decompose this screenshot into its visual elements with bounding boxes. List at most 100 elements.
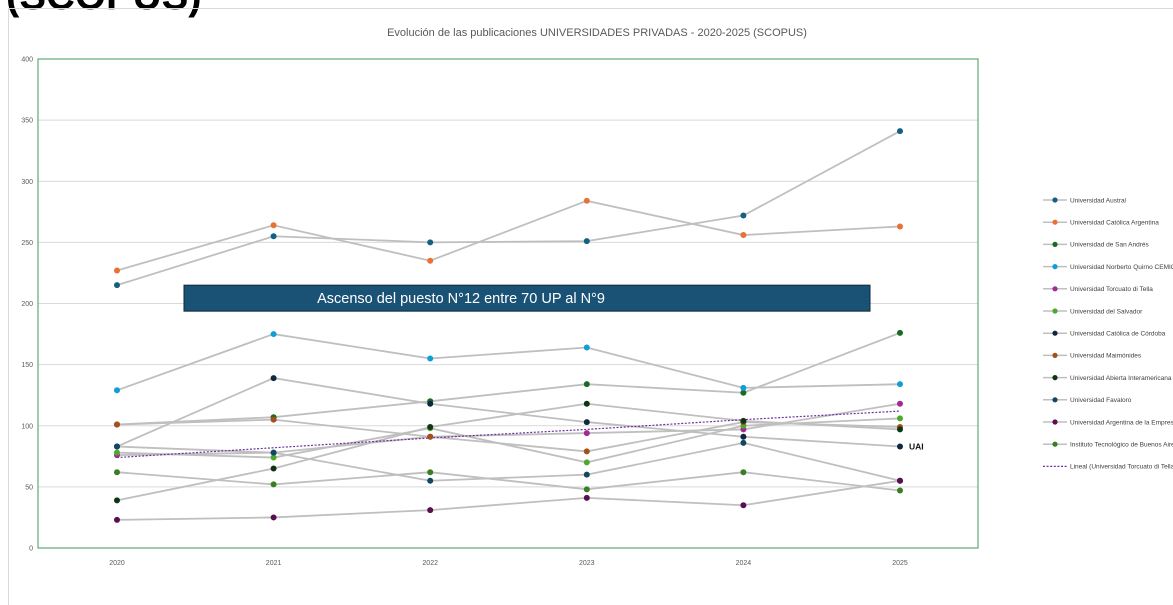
legend-label: Universidad Católica de Córdoba <box>1070 331 1166 338</box>
y-tick-label: 150 <box>21 362 33 369</box>
data-point <box>114 469 120 476</box>
data-point <box>740 389 747 396</box>
plot-area: 0 50 100 150 200 250 300 350 400 2020 2021 2022 2023… <box>21 57 979 567</box>
data-point <box>270 222 277 229</box>
data-point <box>583 419 590 426</box>
legend-label: Universidad del Salvador <box>1070 308 1143 315</box>
uai-annotation: UAI <box>909 442 924 452</box>
data-point <box>583 381 590 388</box>
data-point <box>427 507 434 514</box>
legend-label: Universidad Abierta Interamericana <box>1070 375 1172 382</box>
data-point <box>740 469 747 476</box>
data-point <box>114 443 120 450</box>
legend-marker <box>1052 352 1058 358</box>
x-tick-label: 2021 <box>266 560 282 567</box>
data-point <box>114 387 120 394</box>
data-point <box>114 449 120 456</box>
page-header-cut-text: (SCOPUS) <box>0 0 360 20</box>
data-point <box>897 400 903 407</box>
data-point <box>270 514 277 521</box>
data-point <box>897 443 903 450</box>
series-line <box>116 402 901 502</box>
data-point <box>114 267 120 274</box>
chart-title: Evolución de las publicaciones UNIVERSID… <box>387 27 807 39</box>
series-line <box>116 441 901 482</box>
data-point <box>583 459 590 466</box>
data-point <box>897 477 903 484</box>
data-point <box>583 448 590 455</box>
legend-marker <box>1052 375 1058 381</box>
legend-marker <box>1052 330 1058 336</box>
data-point <box>270 454 277 461</box>
data-point <box>114 516 120 523</box>
y-tick-label: 0 <box>29 546 33 553</box>
trendline <box>116 410 901 459</box>
data-point <box>740 417 747 424</box>
data-point <box>270 416 277 423</box>
data-point <box>427 433 434 440</box>
data-point <box>897 128 903 135</box>
legend-marker <box>1052 397 1058 403</box>
legend-marker <box>1052 441 1058 447</box>
x-tick-label: 2025 <box>892 560 908 567</box>
y-tick-label: 100 <box>21 423 33 430</box>
series-line <box>116 377 901 448</box>
data-point <box>270 375 277 382</box>
series-line <box>116 402 901 456</box>
data-point <box>114 497 120 504</box>
legend-marker <box>1052 197 1058 203</box>
data-point <box>740 212 747 219</box>
x-tick-label: 2020 <box>109 560 125 567</box>
data-point <box>897 415 903 422</box>
data-point <box>897 329 903 336</box>
data-point <box>114 421 120 428</box>
legend-label: Universidad Norberto Quirno CEMIC <box>1070 264 1173 271</box>
data-point <box>897 487 903 494</box>
legend-label: Universidad Torcuato di Tella <box>1070 286 1153 293</box>
data-point <box>897 426 903 433</box>
legend-label: Universidad Favaloro <box>1070 397 1132 404</box>
data-point <box>583 400 590 407</box>
y-tick-label: 50 <box>25 484 33 491</box>
y-tick-label: 300 <box>21 179 33 186</box>
data-point <box>427 423 434 430</box>
data-point <box>583 344 590 351</box>
x-tick-label: 2023 <box>579 560 595 567</box>
data-point <box>270 449 277 456</box>
data-point <box>740 384 747 391</box>
data-point <box>427 239 434 246</box>
data-point <box>740 502 747 509</box>
legend-label: Universidad de San Andrés <box>1070 242 1150 249</box>
data-point <box>583 494 590 501</box>
data-point <box>427 477 434 484</box>
y-tick-label: 200 <box>21 301 33 308</box>
series-line <box>116 479 901 521</box>
y-tick-label: 250 <box>21 240 33 247</box>
legend-label: Universidad Austral <box>1070 197 1127 204</box>
data-point <box>427 400 434 407</box>
data-point <box>583 471 590 478</box>
legend-marker <box>1052 286 1058 292</box>
chart-frame <box>8 8 1173 605</box>
rank-banner <box>183 284 871 312</box>
legend-marker <box>1052 241 1058 247</box>
legend-label: Universidad Maimónides <box>1070 353 1142 360</box>
page-header-text: (SCOPUS) <box>6 0 202 19</box>
data-point <box>270 233 277 240</box>
data-point <box>427 469 434 476</box>
x-tick-label: 2024 <box>736 560 752 567</box>
legend-label: Universidad Católica Argentina <box>1070 220 1159 227</box>
series-line <box>116 471 901 492</box>
data-point <box>740 439 747 446</box>
series-line <box>116 417 901 464</box>
series-line <box>116 130 901 287</box>
data-point <box>583 486 590 493</box>
legend-marker <box>1052 419 1058 425</box>
plot-border <box>37 58 979 549</box>
data-point <box>583 238 590 245</box>
data-point <box>270 465 277 472</box>
data-point <box>740 433 747 440</box>
legend-label: Instituto Tecnológico de Buenos Aires <box>1070 442 1173 449</box>
series-line <box>116 199 901 272</box>
